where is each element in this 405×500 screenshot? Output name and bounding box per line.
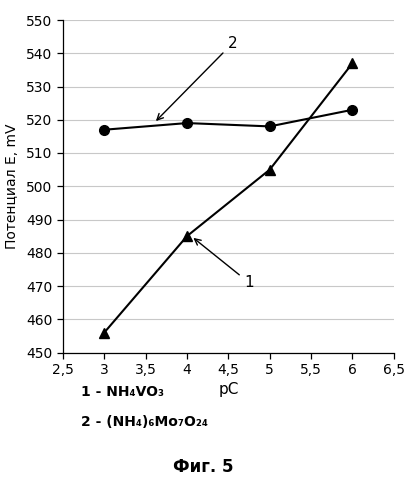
Text: Фиг. 5: Фиг. 5 [172, 458, 233, 476]
Text: 2 - (NH₄)₆Mo₇O₂₄: 2 - (NH₄)₆Mo₇O₂₄ [81, 416, 208, 430]
Y-axis label: Потенциал E, mV: Потенциал E, mV [5, 124, 19, 249]
Text: 1: 1 [194, 239, 253, 290]
X-axis label: pC: pC [217, 382, 238, 398]
Text: 1 - NH₄VO₃: 1 - NH₄VO₃ [81, 386, 164, 400]
Text: 2: 2 [157, 36, 237, 120]
